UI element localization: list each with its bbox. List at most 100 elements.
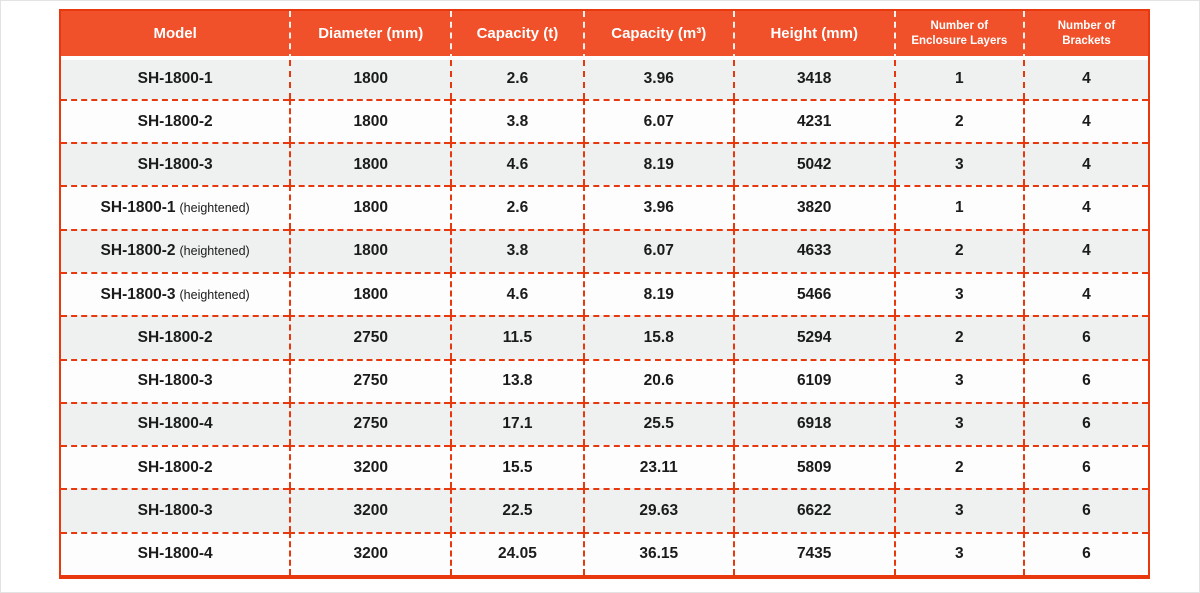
table-row: SH-1800-2 3200 15.5 23.11 5809 2 6: [61, 445, 1148, 489]
cell-model: SH-1800-3: [61, 488, 290, 532]
cell-diameter: 1800: [289, 60, 451, 99]
table-row: SH-1800-2 2750 11.5 15.8 5294 2 6: [61, 315, 1148, 359]
cell-diameter: 2750: [289, 358, 451, 402]
cell-diameter: 3200: [289, 531, 451, 575]
table-row: SH-1800-1 (heightened) 1800 2.6 3.96 3820…: [61, 185, 1148, 229]
cell-model: SH-1800-2: [61, 98, 290, 143]
cell-model: SH-1800-1: [61, 60, 290, 99]
cell-layers: 3: [893, 488, 1023, 532]
col-header-capacity-t: Capacity (t): [450, 11, 583, 60]
cell-height: 4633: [732, 228, 894, 272]
cell-diameter: 1800: [289, 272, 451, 316]
cell-height: 3418: [732, 60, 894, 99]
cell-layers: 3: [893, 272, 1023, 316]
cell-diameter: 3200: [289, 445, 451, 489]
cell-layers: 3: [893, 401, 1023, 446]
cell-brackets: 4: [1022, 60, 1148, 99]
cell-height: 4231: [732, 98, 894, 143]
model-name: SH-1800-1: [137, 70, 213, 88]
cell-height: 6918: [732, 401, 894, 446]
cell-layers: 3: [893, 358, 1023, 402]
cell-model: SH-1800-4: [61, 401, 290, 446]
cell-layers: 3: [893, 531, 1023, 575]
cell-height: 5042: [732, 142, 894, 186]
header-line: Brackets: [1062, 34, 1111, 47]
cell-capacity-t: 2.6: [450, 185, 583, 229]
cell-brackets: 6: [1022, 358, 1148, 402]
cell-capacity-m3: 36.15: [582, 531, 733, 575]
cell-brackets: 6: [1022, 531, 1148, 575]
cell-capacity-t: 13.8: [450, 358, 583, 402]
cell-capacity-m3: 6.07: [582, 228, 733, 272]
cell-layers: 3: [893, 142, 1023, 186]
cell-diameter: 1800: [289, 185, 451, 229]
cell-brackets: 6: [1022, 445, 1148, 489]
model-suffix: (heightened): [179, 244, 250, 259]
model-name: SH-1800-2: [137, 112, 213, 130]
header-line: Number of: [930, 19, 989, 32]
header-line: Enclosure Layers: [911, 34, 1008, 47]
cell-height: 5466: [732, 272, 894, 316]
table-row: SH-1800-2 (heightened) 1800 3.8 6.07 4633…: [61, 228, 1148, 272]
cell-layers: 2: [893, 228, 1023, 272]
cell-capacity-t: 17.1: [450, 401, 583, 446]
cell-capacity-m3: 15.8: [582, 315, 733, 359]
cell-capacity-m3: 29.63: [582, 488, 733, 532]
cell-capacity-t: 4.6: [450, 142, 583, 186]
cell-capacity-t: 3.8: [450, 228, 583, 272]
cell-capacity-t: 22.5: [450, 488, 583, 532]
col-header-height: Height (mm): [732, 11, 894, 60]
cell-capacity-m3: 3.96: [582, 185, 733, 229]
cell-layers: 2: [893, 98, 1023, 143]
cell-brackets: 4: [1022, 142, 1148, 186]
cell-height: 5809: [732, 445, 894, 489]
cell-height: 6109: [732, 358, 894, 402]
table-row: SH-1800-4 2750 17.1 25.5 6918 3 6: [61, 401, 1148, 446]
col-header-model: Model: [61, 11, 290, 60]
cell-diameter: 1800: [289, 142, 451, 186]
cell-capacity-t: 3.8: [450, 98, 583, 143]
cell-model: SH-1800-2 (heightened): [61, 228, 290, 272]
cell-height: 3820: [732, 185, 894, 229]
cell-capacity-m3: 8.19: [582, 272, 733, 316]
cell-model: SH-1800-4: [61, 531, 290, 575]
spec-table: Model Diameter (mm) Capacity (t) Capacit…: [59, 9, 1150, 579]
cell-model: SH-1800-1 (heightened): [61, 185, 290, 229]
model-name: SH-1800-3: [137, 501, 213, 519]
cell-capacity-t: 2.6: [450, 60, 583, 99]
cell-model: SH-1800-3: [61, 142, 290, 186]
cell-height: 5294: [732, 315, 894, 359]
model-name: SH-1800-2: [137, 458, 213, 476]
table-row: SH-1800-2 1800 3.8 6.07 4231 2 4: [61, 98, 1148, 143]
cell-capacity-m3: 3.96: [582, 60, 733, 99]
model-name: SH-1800-4: [137, 415, 213, 433]
cell-capacity-t: 11.5: [450, 315, 583, 359]
model-name: SH-1800-3: [137, 372, 213, 390]
cell-brackets: 4: [1022, 185, 1148, 229]
cell-brackets: 6: [1022, 488, 1148, 532]
header-line: Number of: [1057, 19, 1116, 32]
col-header-capacity-m3: Capacity (m³): [582, 11, 733, 60]
model-suffix: (heightened): [179, 201, 250, 216]
cell-diameter: 1800: [289, 228, 451, 272]
cell-layers: 1: [893, 60, 1023, 99]
cell-model: SH-1800-2: [61, 445, 290, 489]
table-row: SH-1800-3 3200 22.5 29.63 6622 3 6: [61, 488, 1148, 532]
cell-brackets: 6: [1022, 401, 1148, 446]
cell-diameter: 2750: [289, 401, 451, 446]
cell-model: SH-1800-3: [61, 358, 290, 402]
cell-capacity-t: 15.5: [450, 445, 583, 489]
cell-layers: 1: [893, 185, 1023, 229]
cell-capacity-t: 24.05: [450, 531, 583, 575]
model-suffix: (heightened): [179, 287, 250, 302]
model-name: SH-1800-4: [137, 545, 213, 563]
header-row: Model Diameter (mm) Capacity (t) Capacit…: [61, 11, 1148, 60]
cell-diameter: 1800: [289, 98, 451, 143]
col-header-brackets: Number of Brackets: [1022, 11, 1148, 60]
cell-capacity-m3: 20.6: [582, 358, 733, 402]
cell-capacity-m3: 6.07: [582, 98, 733, 143]
col-header-enclosure-layers: Number of Enclosure Layers: [893, 11, 1023, 60]
cell-layers: 2: [893, 315, 1023, 359]
cell-height: 6622: [732, 488, 894, 532]
cell-model: SH-1800-2: [61, 315, 290, 359]
